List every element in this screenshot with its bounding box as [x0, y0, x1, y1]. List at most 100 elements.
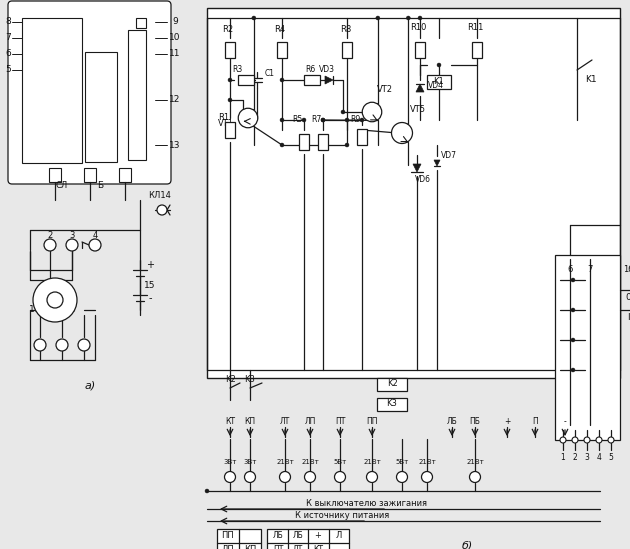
- Text: 21Вт: 21Вт: [276, 459, 294, 465]
- Text: б): б): [461, 541, 472, 549]
- Text: K3: K3: [387, 400, 398, 408]
- Text: 15: 15: [144, 281, 156, 289]
- Text: 21Вт: 21Вт: [418, 459, 436, 465]
- Bar: [342, 42, 352, 58]
- Text: ЛП: ЛП: [222, 546, 234, 549]
- Circle shape: [367, 472, 377, 483]
- Bar: [472, 42, 482, 58]
- Text: 3: 3: [585, 452, 590, 462]
- Text: 6: 6: [567, 265, 573, 273]
- Circle shape: [391, 122, 413, 143]
- Bar: [427, 75, 451, 89]
- Text: КП: КП: [244, 417, 256, 427]
- Text: R6: R6: [305, 65, 315, 75]
- Polygon shape: [325, 76, 333, 84]
- Circle shape: [33, 278, 77, 322]
- Text: Б: Б: [97, 182, 103, 191]
- Circle shape: [228, 78, 232, 82]
- Text: R10: R10: [410, 24, 427, 32]
- Circle shape: [302, 118, 306, 122]
- Text: 8: 8: [5, 18, 11, 26]
- Circle shape: [47, 292, 63, 308]
- Text: VT1: VT1: [218, 119, 234, 127]
- Bar: [377, 378, 407, 391]
- Bar: [238, 75, 254, 85]
- Circle shape: [571, 338, 575, 342]
- Text: VD4: VD4: [428, 81, 444, 91]
- Circle shape: [345, 118, 349, 122]
- Text: 3: 3: [69, 231, 75, 239]
- Circle shape: [560, 437, 566, 443]
- Text: 5Вт: 5Вт: [333, 459, 347, 465]
- Circle shape: [89, 239, 101, 251]
- Bar: [304, 75, 320, 85]
- Text: -: -: [148, 293, 152, 303]
- Bar: [207, 8, 620, 378]
- Text: СЛ: СЛ: [56, 182, 68, 191]
- Circle shape: [571, 308, 575, 312]
- Text: VD3: VD3: [319, 65, 335, 75]
- Text: -: -: [338, 546, 340, 549]
- Text: К источнику питания: К источнику питания: [295, 512, 389, 520]
- Text: ЛП: ЛП: [304, 417, 316, 427]
- Circle shape: [78, 339, 90, 351]
- Text: 7: 7: [5, 33, 11, 42]
- Bar: [225, 42, 235, 58]
- Text: R8: R8: [340, 25, 352, 35]
- Text: K1: K1: [585, 76, 597, 85]
- Text: ЛТ: ЛТ: [293, 546, 303, 549]
- Text: VD7: VD7: [441, 152, 457, 160]
- Text: K2: K2: [225, 376, 236, 384]
- Text: VT2: VT2: [377, 86, 393, 94]
- Bar: [49, 168, 61, 182]
- Circle shape: [321, 118, 325, 122]
- Bar: [299, 134, 309, 150]
- Text: 7: 7: [587, 265, 593, 273]
- Text: 21Вт: 21Вт: [301, 459, 319, 465]
- Bar: [357, 129, 367, 145]
- Circle shape: [362, 102, 382, 122]
- Text: 11: 11: [169, 49, 181, 59]
- Circle shape: [584, 437, 590, 443]
- Text: 1: 1: [561, 452, 565, 462]
- Circle shape: [335, 472, 345, 483]
- Text: 9: 9: [172, 18, 178, 26]
- Circle shape: [66, 239, 78, 251]
- Text: 13: 13: [169, 141, 181, 149]
- Text: П: П: [532, 417, 538, 427]
- Bar: [119, 168, 131, 182]
- Text: а): а): [84, 380, 96, 390]
- Text: R3: R3: [232, 65, 243, 75]
- Circle shape: [345, 143, 349, 147]
- Circle shape: [596, 437, 602, 443]
- Circle shape: [418, 16, 422, 20]
- Text: 21Вт: 21Вт: [363, 459, 381, 465]
- Circle shape: [280, 78, 284, 82]
- Text: 5: 5: [609, 452, 614, 462]
- Bar: [277, 42, 287, 58]
- Text: K2: K2: [387, 379, 398, 389]
- Text: R1: R1: [218, 114, 229, 122]
- Text: Л: Л: [336, 531, 342, 541]
- Bar: [84, 168, 96, 182]
- Text: +: +: [314, 531, 321, 541]
- Circle shape: [572, 437, 578, 443]
- Text: R9: R9: [350, 115, 360, 125]
- Circle shape: [280, 118, 284, 122]
- Circle shape: [360, 118, 364, 122]
- Bar: [128, 30, 146, 160]
- Bar: [267, 529, 349, 549]
- Circle shape: [44, 239, 56, 251]
- Text: K3: K3: [244, 376, 255, 384]
- Bar: [318, 134, 328, 150]
- Polygon shape: [413, 164, 421, 172]
- Text: K1: K1: [433, 77, 444, 87]
- Bar: [555, 255, 620, 440]
- Text: 5: 5: [5, 65, 11, 75]
- Text: КТ: КТ: [313, 546, 323, 549]
- Circle shape: [224, 472, 236, 483]
- Bar: [136, 18, 146, 28]
- Circle shape: [280, 472, 290, 483]
- Circle shape: [280, 143, 284, 147]
- Circle shape: [376, 16, 380, 20]
